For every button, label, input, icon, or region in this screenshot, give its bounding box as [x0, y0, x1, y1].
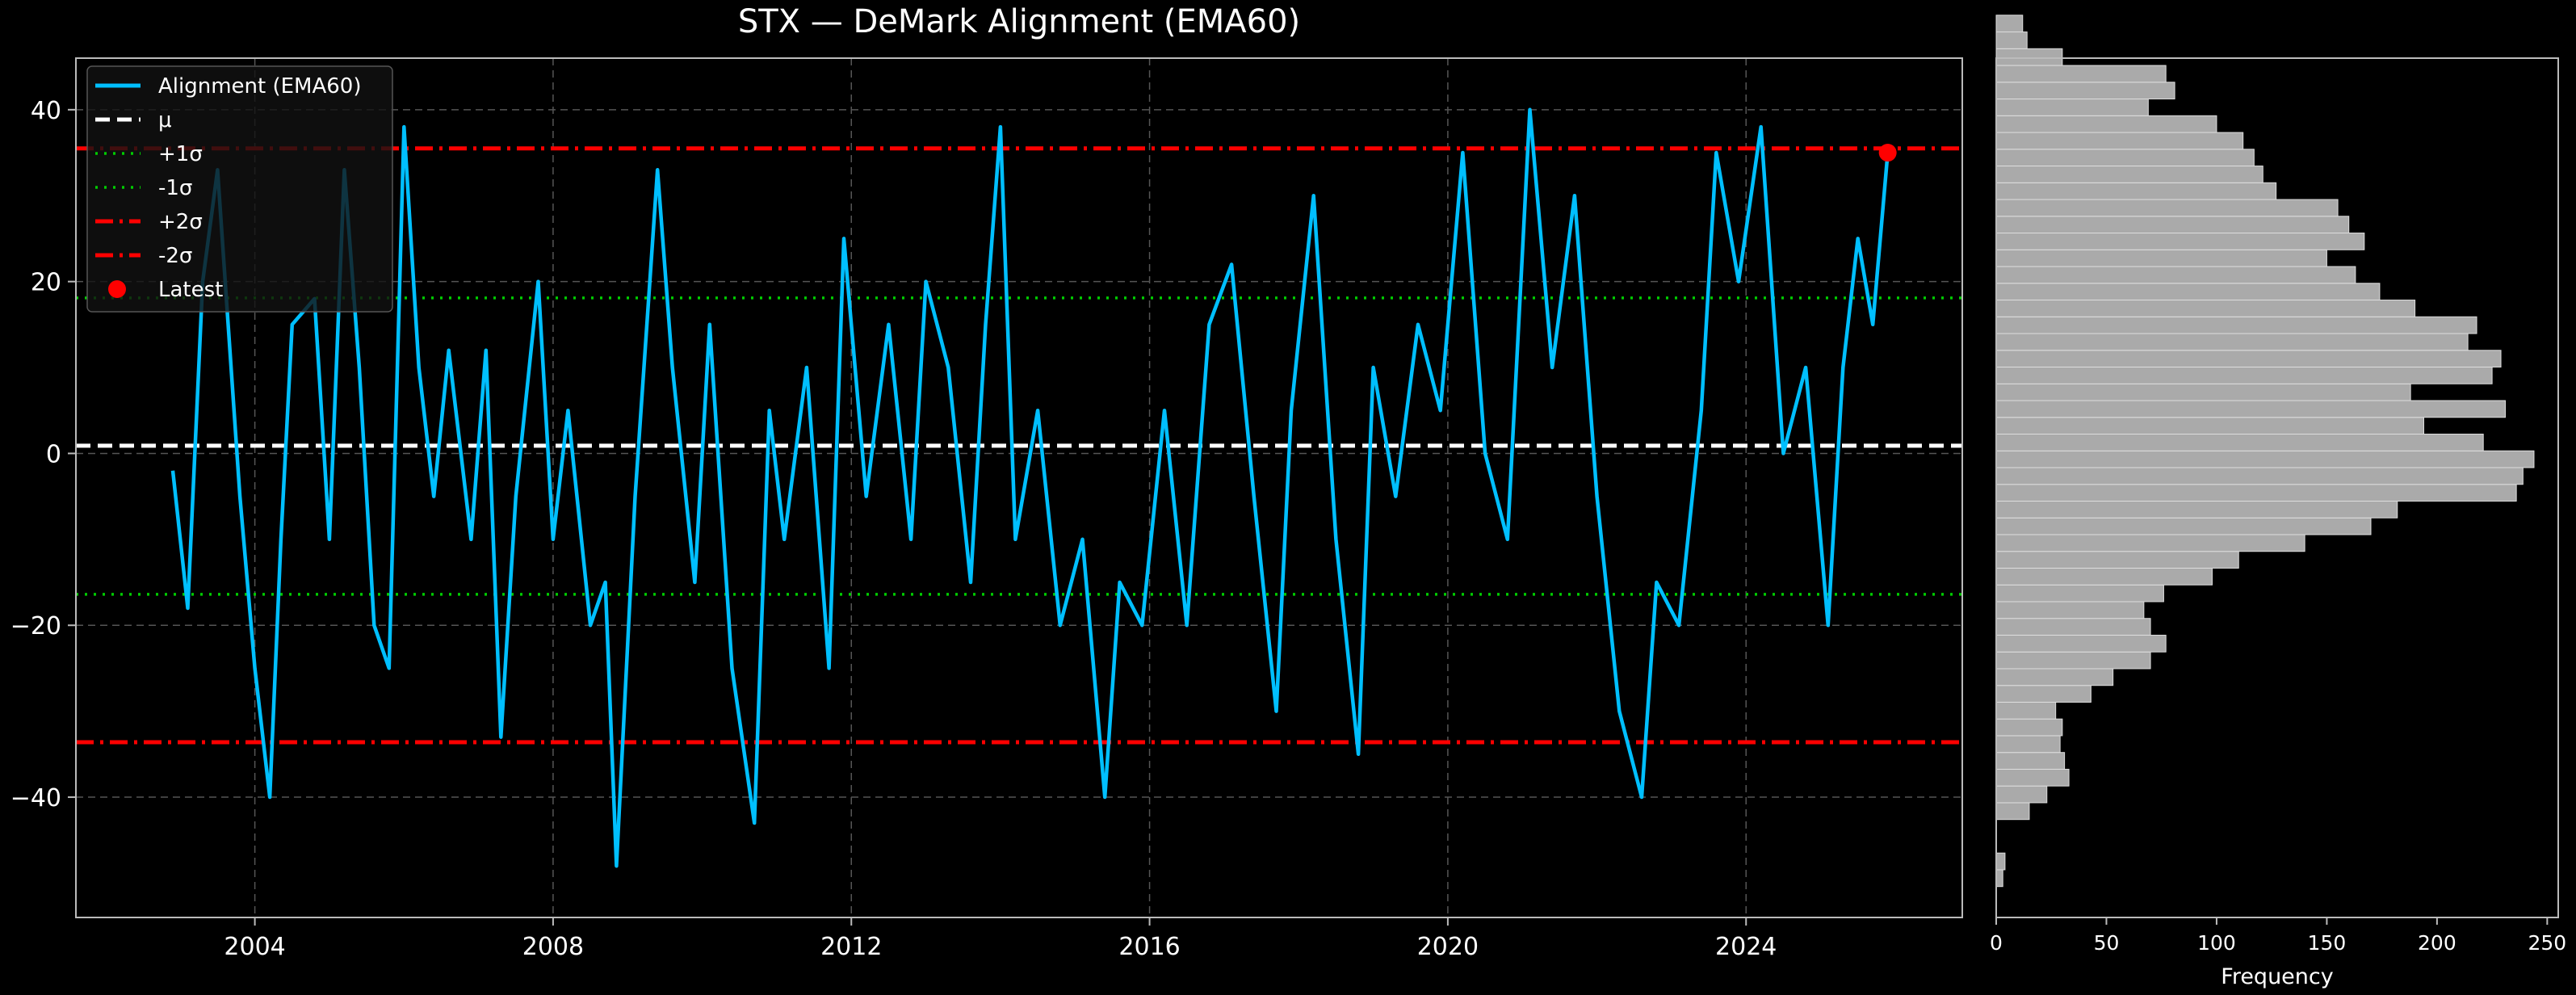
histogram-bar: [1995, 316, 2477, 334]
legend-item: +1σ: [95, 142, 203, 166]
histogram-bar: [1995, 31, 2028, 49]
histogram-bar: [1995, 752, 2066, 770]
chart-title: STX — DeMark Alignment (EMA60): [738, 3, 1300, 40]
histogram-bar: [1995, 233, 2365, 250]
y-tick-label: 40: [31, 97, 61, 125]
histogram-bar: [1995, 249, 2327, 267]
histogram-bar: [1995, 852, 2006, 871]
legend-label: -2σ: [158, 244, 192, 268]
main-plot-frame: [75, 57, 1963, 918]
histogram-bar: [1995, 333, 2469, 351]
x-tick-label: 2012: [820, 933, 882, 961]
histogram-bar: [1995, 685, 2091, 703]
main-y-axis: −40 −20 0 20 40: [10, 97, 76, 812]
histogram-bar: [1995, 65, 2167, 83]
histogram-bar: [1995, 618, 2151, 636]
legend-label: Latest: [158, 278, 223, 302]
histogram-bar: [1995, 48, 2063, 66]
histogram-x-axis: 0 50 100 150 200 250: [1990, 917, 2566, 955]
legend-label: Alignment (EMA60): [158, 74, 362, 99]
histogram-bar: [1995, 802, 2030, 821]
histogram-bar: [1995, 216, 2350, 234]
histogram-bar: [1995, 166, 2263, 183]
y-tick-label: 0: [46, 440, 61, 468]
legend-item: +2σ: [95, 210, 203, 234]
histogram-bars: [1995, 15, 2535, 888]
histogram-bar: [1995, 283, 2381, 301]
histogram-bar: [1995, 383, 2411, 401]
histogram-bar: [1995, 467, 2524, 485]
alignment-series-line: [170, 107, 1890, 868]
legend: Alignment (EMA60) μ +1σ -1σ +2σ -2σ Latest: [86, 65, 393, 313]
main-plot-grid: [76, 58, 1962, 917]
x-tick-label: 2020: [1417, 933, 1479, 961]
legend-item: Alignment (EMA60): [95, 74, 362, 99]
x-tick-label: 2004: [224, 933, 285, 961]
histogram-bar: [1995, 417, 2425, 435]
histogram-bar: [1995, 534, 2305, 552]
histogram-bar: [1995, 484, 2517, 502]
histogram-x-label: Frequency: [2221, 964, 2334, 989]
legend-item: Latest: [108, 278, 223, 302]
histogram-bar: [1995, 869, 2003, 888]
histogram-bar: [1995, 768, 2070, 787]
legend-label: -1σ: [158, 176, 192, 200]
legend-swatch-marker: [108, 280, 126, 298]
x-tick-label: 2008: [522, 933, 584, 961]
histogram-bar: [1995, 500, 2398, 518]
histogram-bar: [1995, 584, 2164, 602]
histogram-bar: [1995, 266, 2356, 284]
legend-box: [86, 65, 393, 313]
histogram-bar: [1995, 785, 2048, 804]
histogram-bar: [1995, 15, 2024, 33]
histogram-bar: [1995, 82, 2175, 100]
y-tick-label: −40: [10, 784, 61, 812]
histogram-frame: [1995, 57, 2559, 918]
legend-item: -1σ: [95, 176, 192, 200]
x-tick-label: 2016: [1118, 933, 1180, 961]
histogram-bar: [1995, 199, 2339, 217]
histogram-bar: [1995, 434, 2484, 451]
legend-item: μ: [95, 108, 172, 132]
hist-x-tick-label: 100: [2197, 931, 2236, 955]
main-x-axis: 2004 2008 2012 2016 2020 2024: [224, 917, 1777, 961]
histogram-bar: [1995, 668, 2114, 686]
hist-x-tick-label: 250: [2528, 931, 2566, 955]
hist-x-tick-label: 150: [2308, 931, 2347, 955]
legend-item: -2σ: [95, 244, 192, 268]
histogram-bar: [1995, 634, 2167, 653]
histogram-bar: [1995, 132, 2244, 150]
histogram-bar: [1995, 551, 2239, 569]
histogram-bar: [1995, 149, 2255, 167]
histogram-bar: [1995, 601, 2145, 619]
histogram-bar: [1995, 567, 2213, 586]
histogram-bar: [1995, 701, 2057, 720]
legend-label: +1σ: [158, 142, 203, 166]
y-tick-label: 20: [31, 269, 61, 297]
hist-x-tick-label: 50: [2094, 931, 2120, 955]
latest-point-marker: [1878, 144, 1897, 162]
histogram-bar: [1995, 450, 2535, 468]
legend-label: μ: [158, 108, 172, 132]
hist-x-tick-label: 200: [2418, 931, 2456, 955]
histogram-bar: [1995, 651, 2151, 670]
histogram-bar: [1995, 182, 2277, 200]
histogram-bar: [1995, 735, 2061, 754]
histogram-bar: [1995, 400, 2506, 418]
histogram-bar: [1995, 300, 2416, 317]
x-tick-label: 2024: [1715, 933, 1777, 961]
histogram-bar: [1995, 350, 2502, 368]
histogram-bar: [1995, 718, 2063, 737]
histogram-bar: [1995, 517, 2372, 535]
y-tick-label: −20: [10, 612, 61, 640]
histogram-bar: [1995, 99, 2149, 116]
histogram-bar: [1995, 367, 2493, 384]
legend-label: +2σ: [158, 210, 203, 234]
histogram-bar: [1995, 115, 2217, 133]
hist-x-tick-label: 0: [1990, 931, 2003, 955]
